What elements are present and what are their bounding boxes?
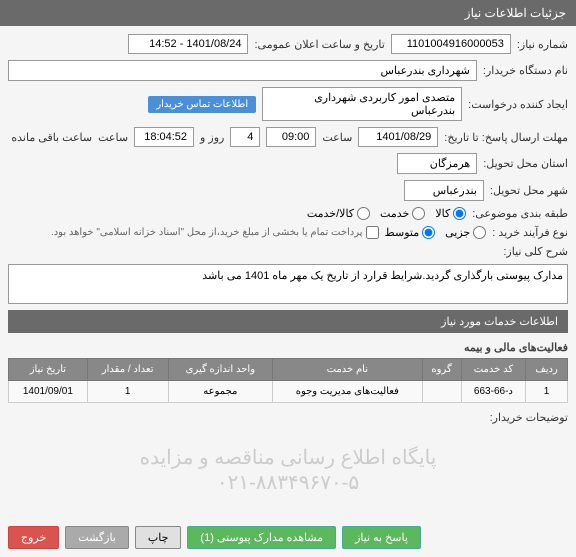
time2-field: 18:04:52 [134, 127, 194, 147]
payment-check[interactable]: پرداخت تمام یا بخشی از مبلغ خرید،از محل … [51, 226, 379, 239]
services-header: اطلاعات خدمات مورد نیاز [8, 310, 568, 333]
footer-buttons: پاسخ به نیاز مشاهده مدارک پیوستی (1) چاپ… [0, 518, 576, 557]
td-name: فعالیت‌های مدیریت وجوه [273, 381, 422, 403]
deadline-date-field: 1401/08/29 [358, 127, 438, 147]
th-name: نام خدمت [273, 359, 422, 381]
contact-badge[interactable]: اطلاعات تماس خریدار [148, 96, 256, 113]
td-code: د-66-663 [461, 381, 526, 403]
announce-field: 1401/08/24 - 14:52 [128, 34, 248, 54]
back-button[interactable]: بازگشت [65, 526, 129, 549]
province-field: هرمزگان [397, 153, 477, 174]
process-label: نوع فرآیند خرید : [492, 226, 568, 239]
table-row: 1 د-66-663 فعالیت‌های مدیریت وجوه مجموعه… [9, 381, 568, 403]
remaining-label: ساعت باقی مانده [11, 131, 92, 144]
th-date: تاریخ نیاز [9, 359, 88, 381]
td-group [422, 381, 461, 403]
financial-label: فعالیت‌های مالی و بیمه [8, 341, 568, 354]
table-header-row: ردیف کد خدمت گروه نام خدمت واحد اندازه گ… [9, 359, 568, 381]
rooz-field: 4 [230, 127, 260, 147]
radio-jozi[interactable]: جزیی [445, 226, 486, 239]
requester-label: ایجاد کننده درخواست: [468, 98, 568, 111]
deadline-label: مهلت ارسال پاسخ: تا تاریخ: [444, 131, 568, 144]
th-code: کد خدمت [461, 359, 526, 381]
attachments-button[interactable]: مشاهده مدارک پیوستی (1) [187, 526, 336, 549]
th-row: ردیف [526, 359, 568, 381]
radio-both[interactable]: کالا/خدمت [307, 207, 370, 220]
city-field: بندرعباس [404, 180, 484, 201]
buyer-label: نام دستگاه خریدار: [483, 64, 568, 77]
rooz-label: روز و [200, 131, 224, 144]
buyer-notes-label: توضیحات خریدار: [490, 411, 568, 424]
td-row: 1 [526, 381, 568, 403]
saat2-label: ساعت [98, 131, 128, 144]
services-table: ردیف کد خدمت گروه نام خدمت واحد اندازه گ… [8, 358, 568, 403]
th-group: گروه [422, 359, 461, 381]
radio-kala[interactable]: کالا [435, 207, 466, 220]
watermark-line1: پایگاه اطلاع رسانی مناقصه و مزایده [18, 445, 558, 470]
radio-motavasset[interactable]: متوسط [385, 226, 436, 239]
time1-field: 09:00 [266, 127, 316, 147]
city-label: شهر محل تحویل: [490, 184, 568, 197]
th-qty: تعداد / مقدار [87, 359, 168, 381]
saat1-label: ساعت [322, 131, 352, 144]
need-number-field: 1101004916000053 [391, 34, 511, 54]
buyer-field: شهرداری بندرعباس [8, 60, 477, 81]
td-date: 1401/09/01 [9, 381, 88, 403]
province-label: استان محل تحویل: [483, 157, 568, 170]
category-label: طبقه بندی موضوعی: [472, 207, 568, 220]
desc-label: شرح کلی نیاز: [503, 245, 568, 258]
reply-button[interactable]: پاسخ به نیاز [342, 526, 421, 549]
need-number-label: شماره نیاز: [517, 38, 568, 51]
panel-header: جزئیات اطلاعات نیاز [0, 0, 576, 26]
desc-textarea[interactable] [8, 264, 568, 304]
watermark: پایگاه اطلاع رسانی مناقصه و مزایده ۰۲۱-۸… [8, 430, 568, 510]
td-qty: 1 [87, 381, 168, 403]
process-radio-group: جزیی متوسط [385, 226, 487, 239]
watermark-line2: ۰۲۱-۸۸۳۴۹۶۷۰-۵ [18, 470, 558, 495]
requester-field: متصدی امور کاربردی شهرداری بندرعباس [262, 87, 462, 121]
th-unit: واحد اندازه گیری [168, 359, 272, 381]
exit-button[interactable]: خروج [8, 526, 59, 549]
radio-khedmat[interactable]: خدمت [380, 207, 425, 220]
print-button[interactable]: چاپ [135, 526, 182, 549]
announce-label: تاریخ و ساعت اعلان عمومی: [254, 38, 384, 51]
panel-title: جزئیات اطلاعات نیاز [465, 6, 566, 20]
td-unit: مجموعه [168, 381, 272, 403]
category-radio-group: کالا خدمت کالا/خدمت [307, 207, 466, 220]
